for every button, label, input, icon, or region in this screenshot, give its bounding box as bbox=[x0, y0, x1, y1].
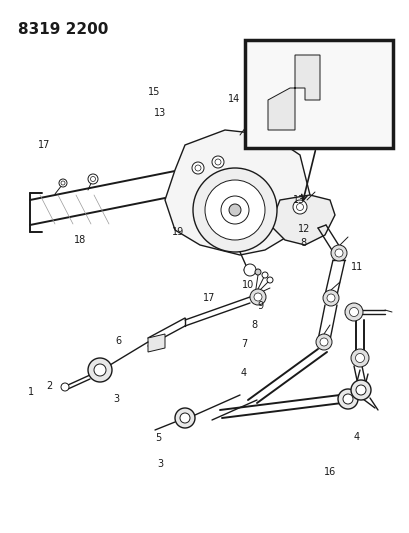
Circle shape bbox=[191, 162, 204, 174]
Circle shape bbox=[59, 179, 67, 187]
Circle shape bbox=[307, 73, 321, 87]
Circle shape bbox=[315, 334, 331, 350]
Circle shape bbox=[88, 174, 98, 184]
Polygon shape bbox=[148, 334, 164, 352]
Circle shape bbox=[337, 389, 357, 409]
Circle shape bbox=[254, 293, 261, 301]
Text: 9: 9 bbox=[257, 302, 263, 311]
Circle shape bbox=[193, 168, 276, 252]
Circle shape bbox=[266, 277, 272, 283]
Circle shape bbox=[311, 107, 317, 113]
Circle shape bbox=[195, 165, 200, 171]
Text: 7: 7 bbox=[240, 339, 247, 349]
Text: 14: 14 bbox=[227, 94, 239, 103]
Circle shape bbox=[322, 290, 338, 306]
Text: 12: 12 bbox=[297, 224, 310, 234]
Text: 5: 5 bbox=[154, 433, 161, 443]
Text: 16: 16 bbox=[323, 467, 335, 477]
Circle shape bbox=[279, 100, 289, 110]
Text: 4: 4 bbox=[353, 432, 359, 442]
Text: 4: 4 bbox=[240, 368, 246, 378]
Circle shape bbox=[342, 394, 352, 404]
Text: 17: 17 bbox=[202, 294, 215, 303]
Circle shape bbox=[88, 358, 112, 382]
Circle shape bbox=[204, 180, 264, 240]
Circle shape bbox=[350, 380, 370, 400]
Text: 13: 13 bbox=[153, 108, 166, 118]
Circle shape bbox=[211, 156, 223, 168]
Circle shape bbox=[175, 408, 195, 428]
Bar bbox=[245, 40, 392, 148]
Circle shape bbox=[61, 383, 69, 391]
Text: 18: 18 bbox=[74, 235, 86, 245]
Circle shape bbox=[256, 102, 264, 110]
Circle shape bbox=[319, 338, 327, 346]
Text: 15: 15 bbox=[147, 87, 160, 96]
Text: 17: 17 bbox=[38, 140, 50, 150]
Text: 8: 8 bbox=[251, 320, 256, 330]
Text: 3: 3 bbox=[114, 394, 119, 403]
Text: 13: 13 bbox=[292, 195, 305, 205]
Circle shape bbox=[180, 413, 189, 423]
Circle shape bbox=[90, 176, 95, 182]
Polygon shape bbox=[164, 130, 309, 255]
Circle shape bbox=[344, 303, 362, 321]
Text: 6: 6 bbox=[116, 336, 121, 346]
Polygon shape bbox=[270, 195, 334, 245]
Circle shape bbox=[355, 353, 364, 362]
Text: 10: 10 bbox=[241, 280, 254, 290]
Circle shape bbox=[348, 308, 357, 317]
Text: 11: 11 bbox=[350, 262, 362, 271]
Circle shape bbox=[214, 159, 220, 165]
Polygon shape bbox=[267, 55, 319, 130]
Circle shape bbox=[355, 385, 365, 395]
Circle shape bbox=[261, 272, 267, 278]
Text: 1: 1 bbox=[28, 387, 34, 397]
Circle shape bbox=[220, 196, 248, 224]
Circle shape bbox=[296, 204, 303, 211]
Circle shape bbox=[249, 289, 265, 305]
Text: 3: 3 bbox=[157, 459, 162, 469]
Circle shape bbox=[311, 77, 318, 84]
Circle shape bbox=[254, 269, 261, 275]
Text: 19: 19 bbox=[172, 227, 184, 237]
Circle shape bbox=[292, 200, 306, 214]
Text: 8: 8 bbox=[300, 238, 306, 247]
Circle shape bbox=[330, 245, 346, 261]
Circle shape bbox=[229, 204, 240, 216]
Circle shape bbox=[94, 364, 106, 376]
Circle shape bbox=[282, 102, 287, 108]
Circle shape bbox=[334, 249, 342, 257]
Circle shape bbox=[243, 264, 255, 276]
Circle shape bbox=[308, 104, 320, 116]
Circle shape bbox=[61, 181, 65, 185]
Circle shape bbox=[279, 125, 289, 135]
Circle shape bbox=[350, 349, 368, 367]
Text: 8319 2200: 8319 2200 bbox=[18, 22, 108, 37]
Text: 2: 2 bbox=[46, 382, 52, 391]
Circle shape bbox=[326, 294, 334, 302]
